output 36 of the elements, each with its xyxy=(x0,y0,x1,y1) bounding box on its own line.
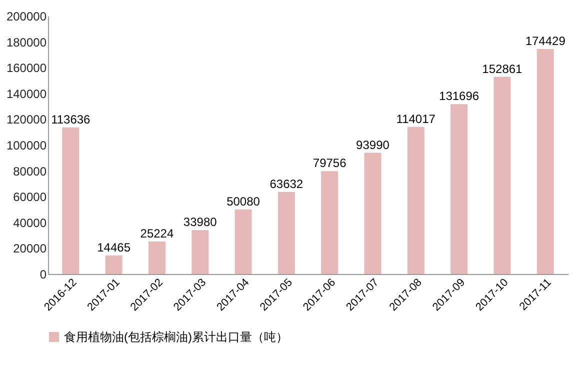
y-tick-label: 60000 xyxy=(13,190,47,204)
data-label: 93990 xyxy=(356,138,390,152)
y-tick-label: 120000 xyxy=(6,112,47,127)
y-tick-label: 20000 xyxy=(13,242,47,256)
y-tick-label: 0 xyxy=(40,268,47,282)
bar xyxy=(407,126,424,274)
data-label: 50080 xyxy=(226,194,260,208)
bar xyxy=(62,127,80,274)
bar xyxy=(234,209,252,274)
data-label: 33980 xyxy=(183,215,218,230)
y-tick-label: 180000 xyxy=(6,35,47,50)
bar xyxy=(450,104,468,274)
data-label: 174429 xyxy=(525,34,566,48)
y-tick-label: 200000 xyxy=(6,10,47,24)
data-label: 152861 xyxy=(482,62,523,76)
bar xyxy=(278,192,295,274)
data-label: 63632 xyxy=(270,176,304,191)
data-label: 114017 xyxy=(396,112,436,126)
data-label: 131696 xyxy=(439,89,480,104)
legend-label: 食用植物油(包括棕榈油)累计出口量（吨） xyxy=(64,330,288,344)
y-tick-label: 100000 xyxy=(6,138,47,152)
bar xyxy=(364,152,382,274)
bar xyxy=(321,171,338,274)
y-tick-label: 160000 xyxy=(6,61,47,76)
y-tick-label: 140000 xyxy=(6,86,47,101)
data-label: 14465 xyxy=(97,240,131,254)
bar xyxy=(192,230,209,274)
bar xyxy=(105,255,122,274)
bar xyxy=(148,241,166,274)
bar xyxy=(494,76,511,274)
bar xyxy=(536,48,554,274)
y-tick-label: 80000 xyxy=(13,164,47,178)
data-label: 25224 xyxy=(140,226,174,240)
data-label: 113636 xyxy=(51,112,91,126)
data-label: 79756 xyxy=(312,156,347,170)
y-tick-label: 40000 xyxy=(13,216,47,230)
